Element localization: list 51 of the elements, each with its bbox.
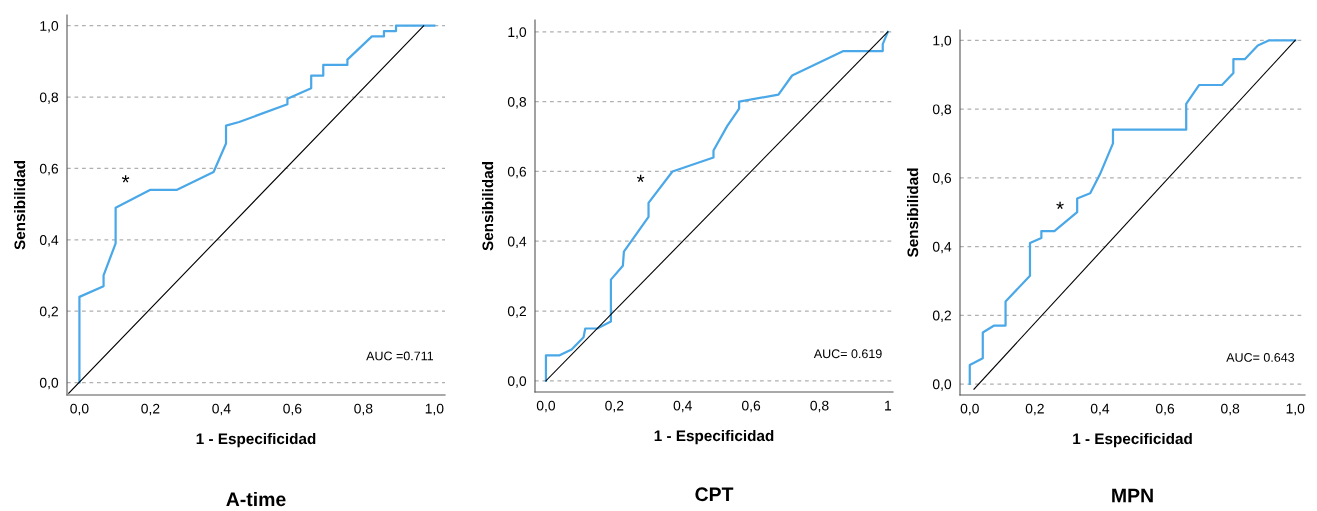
x-tick-label: 0,8 xyxy=(354,403,373,416)
x-tick-label: 0,6 xyxy=(1155,403,1175,416)
annotation: * xyxy=(636,174,645,183)
y-tick-label: 0,4 xyxy=(507,236,527,249)
y-tick-label: 1,0 xyxy=(40,21,59,33)
annotation: AUC= 0.619 xyxy=(813,349,882,359)
x-tick-label: 0,8 xyxy=(810,400,829,413)
x-tick-label: 0,4 xyxy=(1090,403,1110,416)
x-tick-label: 1 xyxy=(885,400,892,411)
x-tick-label: 0,6 xyxy=(283,403,302,416)
y-tick-label: 0,6 xyxy=(932,173,952,185)
y-axis-title: Sensibilidad xyxy=(482,162,494,251)
y-tick-label: 1,0 xyxy=(508,27,527,39)
x-tick-label: 0,6 xyxy=(741,400,761,413)
x-axis-title: 1 - Especificidad xyxy=(1073,432,1192,448)
x-tick-label: 0,4 xyxy=(212,403,231,416)
y-axis-title: Sensibilidad xyxy=(14,161,26,250)
y-tick-label: 0,6 xyxy=(39,163,59,176)
x-tick-label: 0,4 xyxy=(673,400,692,413)
y-tick-label: 0,8 xyxy=(932,104,952,116)
x-tick-label: 0,0 xyxy=(70,403,89,416)
annotation: AUC =0.711 xyxy=(366,351,434,361)
y-tick-label: 0,0 xyxy=(39,377,59,390)
annotation: * xyxy=(121,175,130,183)
x-tick-label: 0,2 xyxy=(1025,403,1044,416)
annotation: AUC= 0.643 xyxy=(1226,353,1295,362)
y-tick-label: 0,0 xyxy=(507,376,527,388)
x-tick-label: 0,8 xyxy=(1221,403,1240,416)
text: A-time xyxy=(226,491,286,507)
y-tick-label: 1,0 xyxy=(933,35,952,48)
annotation: * xyxy=(1056,201,1064,210)
x-tick-label: 0,0 xyxy=(536,400,556,413)
y-tick-label: 0,4 xyxy=(932,241,952,254)
y-tick-label: 0,6 xyxy=(507,166,527,179)
y-tick-label: 0,4 xyxy=(39,235,59,247)
y-tick-label: 0,2 xyxy=(932,310,951,323)
y-tick-label: 0,0 xyxy=(932,379,952,391)
x-axis-title: 1 - Especificidad xyxy=(654,429,774,445)
text: CPT xyxy=(695,487,734,502)
x-axis-title: 1 - Especificidad xyxy=(196,432,316,448)
y-axis-title: Sensibilidad xyxy=(907,168,919,258)
x-tick-label: 0,0 xyxy=(960,403,979,416)
text: MPN xyxy=(1112,488,1153,503)
y-tick-label: 0,2 xyxy=(507,306,526,318)
y-tick-label: 0,2 xyxy=(39,306,58,318)
x-tick-label: 1,0 xyxy=(425,403,444,416)
y-tick-label: 0,8 xyxy=(39,92,59,104)
x-tick-label: 1,0 xyxy=(1286,403,1305,416)
x-tick-label: 0,2 xyxy=(605,400,624,413)
y-tick-label: 0,8 xyxy=(507,96,527,109)
x-tick-label: 0,2 xyxy=(141,403,160,416)
